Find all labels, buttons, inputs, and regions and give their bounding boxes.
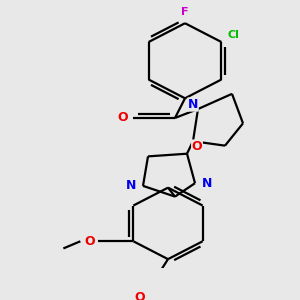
Text: F: F bbox=[181, 7, 189, 16]
Text: N: N bbox=[188, 98, 198, 111]
Text: O: O bbox=[84, 235, 95, 248]
Text: Cl: Cl bbox=[227, 30, 239, 40]
Text: N: N bbox=[126, 179, 136, 192]
Text: N: N bbox=[202, 177, 212, 190]
Text: O: O bbox=[192, 140, 202, 153]
Text: O: O bbox=[135, 291, 145, 300]
Text: O: O bbox=[118, 112, 128, 124]
